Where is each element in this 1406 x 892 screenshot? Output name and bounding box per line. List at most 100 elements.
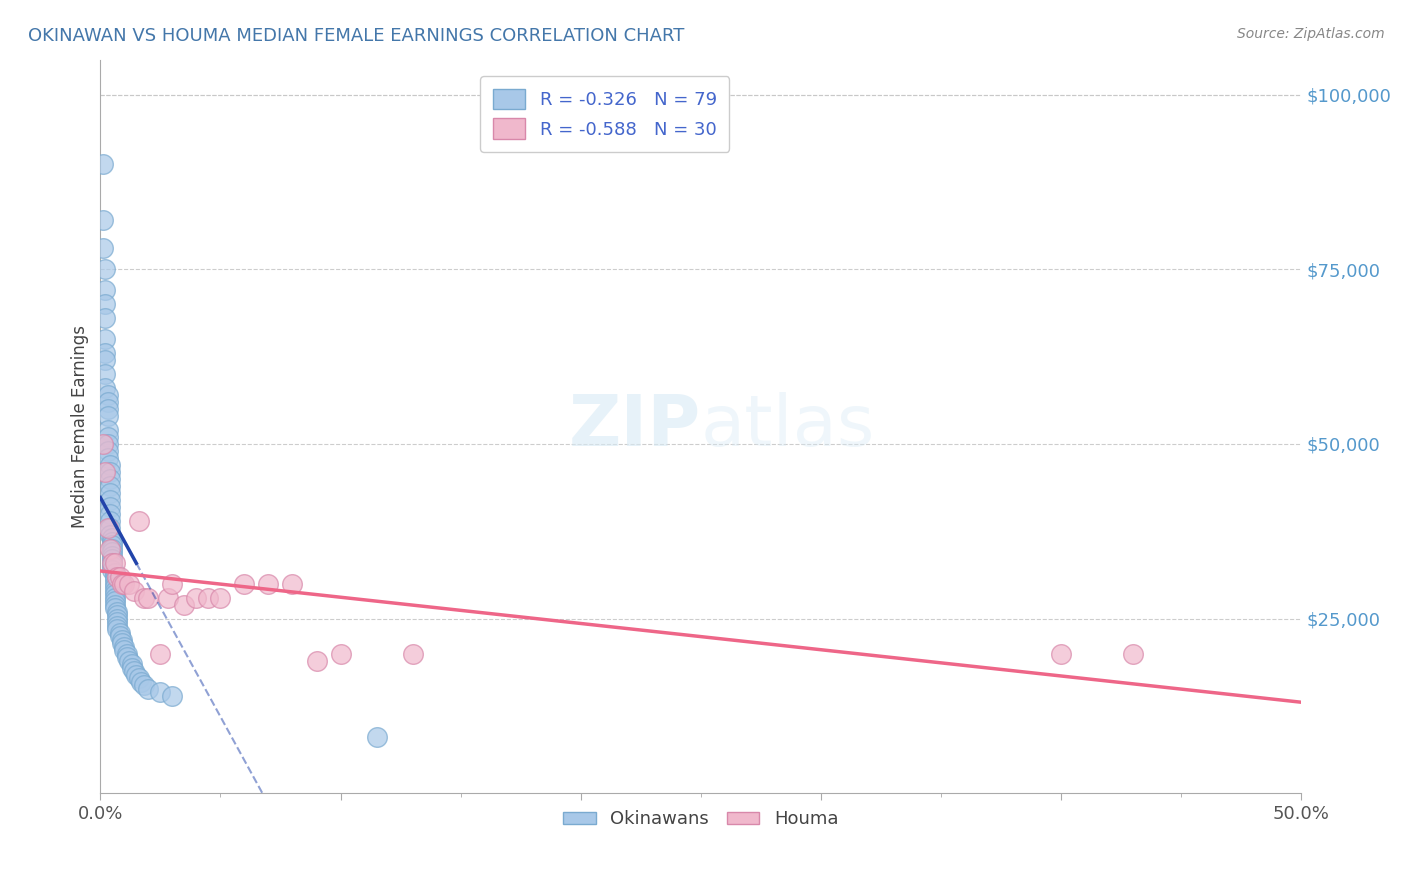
Point (98, 507, 121, 521)
Legend: Okinawans, Houma: Okinawans, Houma (555, 803, 845, 836)
Point (94, 283, 117, 297)
Point (101, 552, 124, 566)
Point (149, 685, 172, 699)
Point (233, 576, 256, 591)
Point (186, 591, 208, 605)
Point (104, 556, 127, 570)
Point (101, 538, 124, 552)
Point (96, 395, 118, 409)
Point (101, 556, 124, 570)
Point (98, 492, 121, 507)
Point (162, 689, 184, 703)
Point (173, 598, 195, 612)
Point (94, 297, 117, 311)
Point (209, 591, 232, 605)
Point (98, 458, 121, 472)
Text: Source: ZipAtlas.com: Source: ZipAtlas.com (1237, 27, 1385, 41)
Point (94, 262, 117, 277)
Point (122, 664, 145, 678)
Point (105, 608, 128, 623)
Point (96, 450, 118, 465)
Point (105, 622, 128, 636)
Point (401, 647, 423, 661)
Point (108, 570, 131, 584)
Point (98, 541, 121, 556)
Point (128, 514, 150, 528)
Point (111, 576, 134, 591)
Point (105, 605, 128, 619)
Point (129, 674, 152, 689)
Point (104, 598, 127, 612)
Point (94, 353, 117, 368)
Point (101, 531, 124, 545)
Point (104, 576, 127, 591)
Point (197, 591, 219, 605)
Point (105, 615, 128, 629)
Point (1050, 647, 1073, 661)
Point (115, 650, 138, 665)
Point (305, 654, 328, 668)
Point (104, 594, 127, 608)
Y-axis label: Median Female Earnings: Median Female Earnings (72, 325, 89, 528)
Point (96, 444, 118, 458)
Point (94, 346, 117, 360)
Point (98, 528, 121, 542)
Point (108, 625, 131, 640)
Point (94, 381, 117, 395)
Point (96, 430, 118, 444)
Point (94, 332, 117, 346)
Point (94, 367, 117, 381)
Point (91, 437, 114, 451)
Point (94, 311, 117, 326)
Point (101, 545, 124, 559)
Point (125, 667, 148, 681)
Point (104, 570, 127, 584)
Text: atlas: atlas (700, 392, 875, 461)
Point (118, 654, 141, 668)
Point (162, 576, 184, 591)
Point (105, 618, 128, 632)
Point (101, 559, 124, 574)
Point (112, 576, 135, 591)
Text: ZIP: ZIP (568, 392, 700, 461)
Point (104, 587, 127, 601)
Text: OKINAWAN VS HOUMA MEDIAN FEMALE EARNINGS CORRELATION CHART: OKINAWAN VS HOUMA MEDIAN FEMALE EARNINGS… (28, 27, 685, 45)
Point (132, 678, 155, 692)
Point (257, 576, 280, 591)
Point (138, 591, 160, 605)
Point (98, 479, 121, 493)
Point (112, 643, 135, 657)
Point (101, 556, 124, 570)
Point (128, 671, 150, 685)
Point (104, 566, 127, 581)
Point (104, 580, 127, 594)
Point (105, 570, 128, 584)
Point (366, 731, 388, 745)
Point (101, 549, 124, 563)
Point (98, 500, 121, 514)
Point (91, 157, 114, 171)
Point (101, 534, 124, 549)
Point (98, 465, 121, 479)
Point (132, 591, 155, 605)
Point (111, 632, 134, 647)
Point (98, 521, 121, 535)
Point (96, 409, 118, 423)
Point (96, 423, 118, 437)
Point (91, 241, 114, 255)
Point (112, 640, 135, 654)
Point (96, 521, 118, 535)
Point (96, 388, 118, 402)
Point (104, 601, 127, 615)
Point (281, 576, 304, 591)
Point (149, 647, 172, 661)
Point (96, 402, 118, 417)
Point (98, 514, 121, 528)
Point (98, 472, 121, 486)
Point (94, 465, 117, 479)
Point (118, 576, 141, 591)
Point (111, 636, 134, 650)
Point (329, 647, 352, 661)
Point (91, 213, 114, 227)
Point (121, 657, 143, 671)
